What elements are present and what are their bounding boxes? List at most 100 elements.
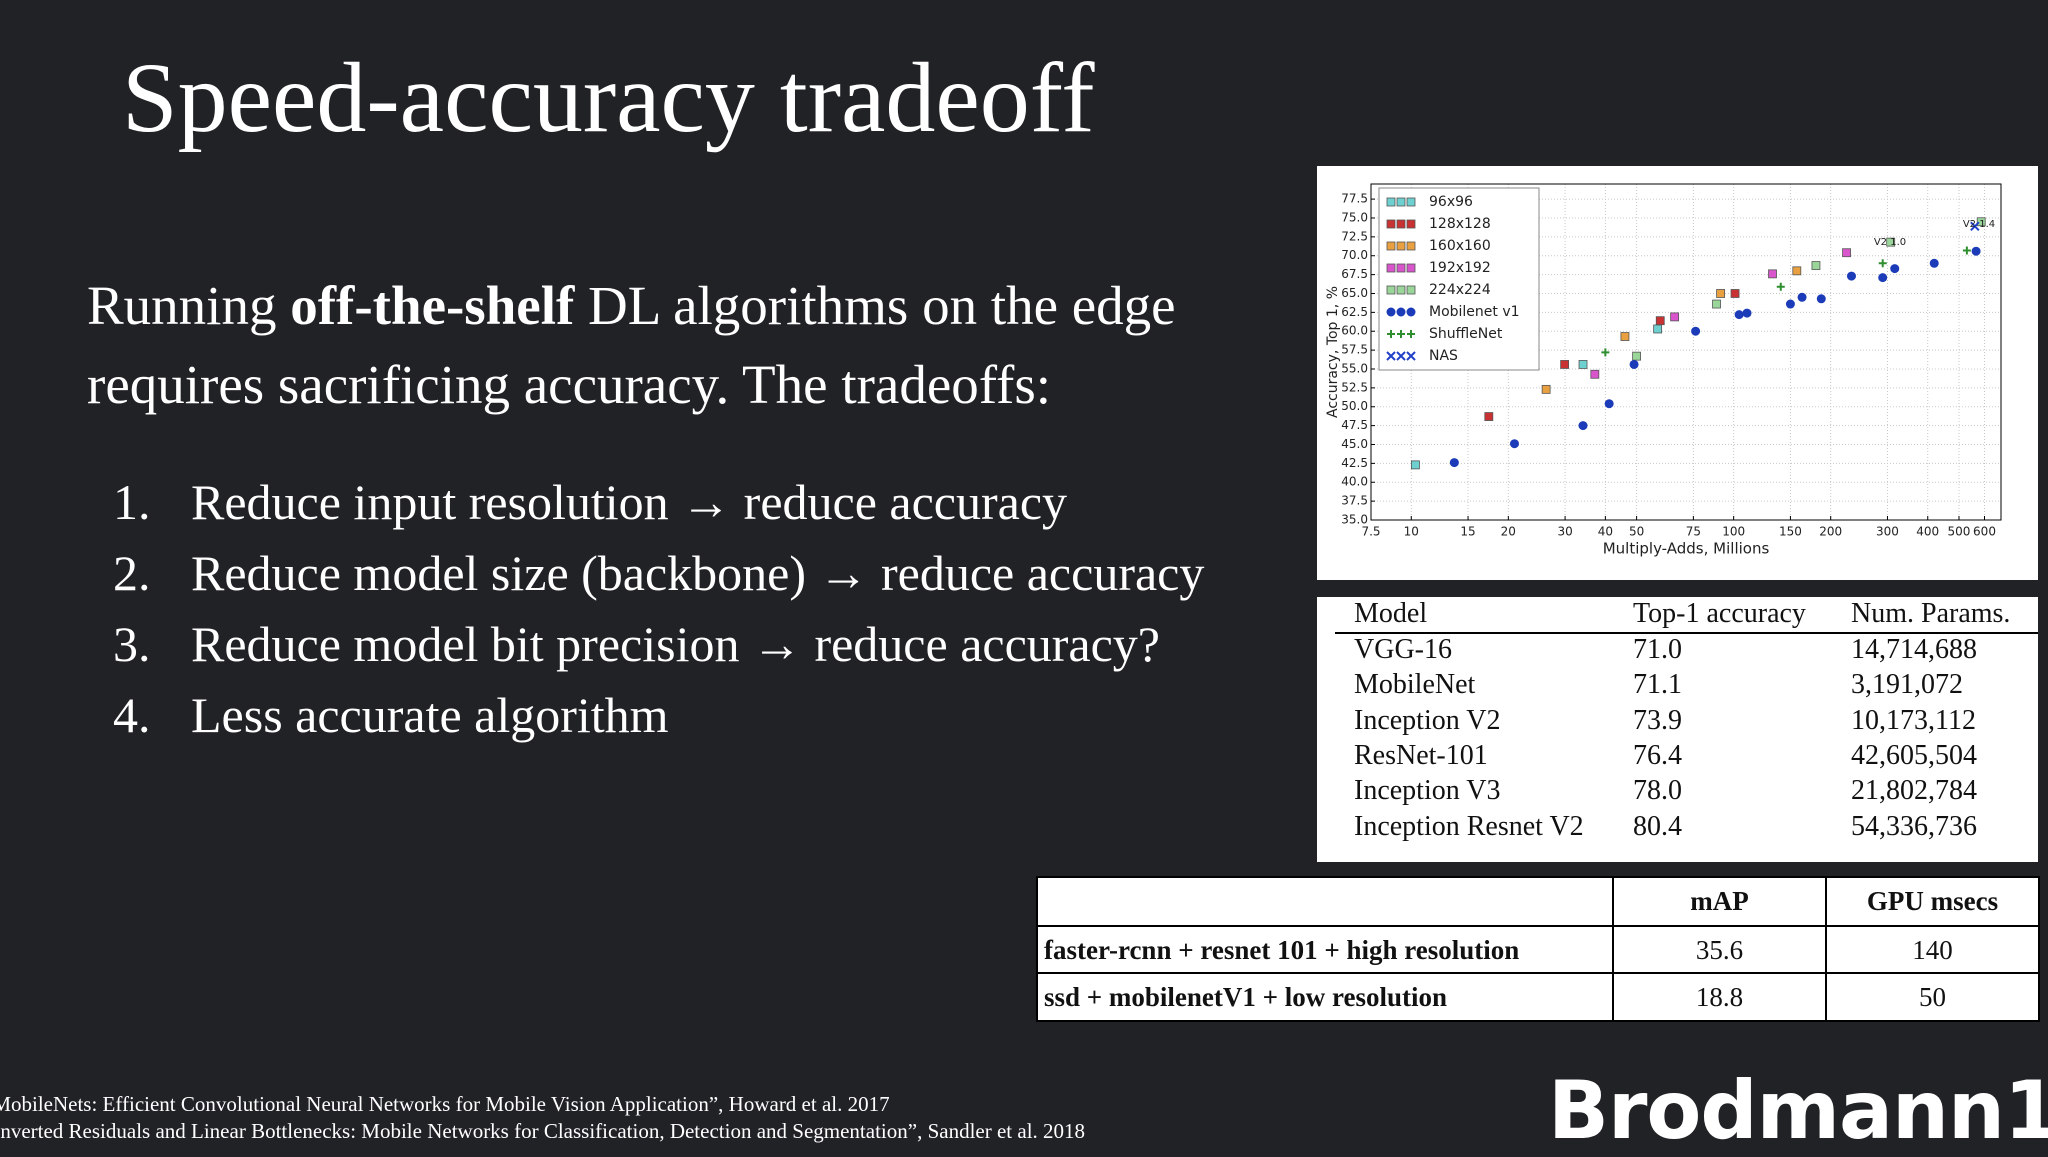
x-tick-label: 100 (1722, 525, 1745, 539)
intro-text-part: Running (87, 275, 291, 336)
y-tick-label: 50.0 (1341, 399, 1368, 413)
point (1620, 332, 1630, 341)
table-cell: 18.8 (1612, 972, 1827, 1022)
x-tick-label: 15 (1460, 525, 1475, 539)
point (1792, 266, 1802, 276)
table-cell: 140 (1825, 925, 2040, 974)
table-header: Model (1354, 598, 1428, 629)
point (1890, 264, 1900, 274)
point (1962, 246, 1971, 255)
list-item: Reduce model size (backbone) → reduce ac… (191, 545, 1205, 601)
chart-panel: 35.0 37.5 40.0 42.5 45.0 47.5 50.0 52.5 55.0 57.5… (1317, 166, 2038, 580)
legend-marker (1406, 219, 1416, 229)
list-item: Reduce model bit precision → reduce accu… (191, 616, 1160, 672)
legend-label: NAS (1429, 348, 1458, 364)
point (1768, 269, 1777, 279)
legend-marker (1396, 307, 1406, 317)
point (1484, 412, 1494, 421)
table-cell: 50 (1825, 972, 2040, 1022)
point (1970, 221, 1980, 231)
header-rule (1335, 632, 2038, 634)
y-tick-label: 62.5 (1341, 305, 1368, 319)
point (1742, 308, 1752, 318)
row-label: faster-rcnn + resnet 101 + high resoluti… (1036, 925, 1614, 974)
point (1629, 359, 1639, 369)
legend-marker (1386, 351, 1396, 361)
x-tick-label: 50 (1629, 525, 1644, 539)
point (1560, 360, 1570, 369)
table-corner (1036, 876, 1614, 927)
table-cell: 76.4 (1633, 739, 1682, 771)
table-cell: Inception Resnet V2 (1354, 810, 1584, 842)
legend-marker (1387, 330, 1395, 338)
table-cell: 42,605,504 (1851, 739, 1977, 771)
y-tick-label: 77.5 (1341, 192, 1368, 206)
table-cell: Inception V3 (1354, 775, 1501, 807)
y-tick-label: 52.5 (1341, 380, 1368, 394)
point (1971, 246, 1981, 256)
x-tick-label: 30 (1557, 525, 1572, 539)
point (1886, 237, 1896, 247)
list-item: Reduce input resolution → reduce accurac… (191, 474, 1068, 530)
point (1730, 289, 1740, 298)
point (1449, 458, 1459, 468)
point (1878, 273, 1888, 283)
point (1670, 312, 1680, 322)
legend-marker (1386, 219, 1396, 229)
legend-marker (1396, 263, 1406, 273)
row-label: ssd + mobilenetV1 + low resolution (1036, 972, 1614, 1022)
footnote: “Inverted Residuals and Linear Bottlenec… (0, 1119, 1086, 1143)
x-tick-label: 20 (1501, 525, 1516, 539)
x-tick-label: 75 (1686, 525, 1701, 539)
table-cell: 35.6 (1612, 925, 1827, 974)
x-axis-label: Multiply-Adds, Millions (1603, 540, 1770, 558)
x-tick-label: 200 (1819, 525, 1842, 539)
chart: 35.0 37.5 40.0 42.5 45.0 47.5 50.0 52.5 55.0 57.5… (1325, 183, 2002, 558)
table-cell: 71.1 (1633, 669, 1682, 701)
point (1604, 399, 1614, 409)
x-tick-label: 150 (1779, 525, 1802, 539)
x-tick-label: 40 (1598, 525, 1613, 539)
legend-label: ShuffleNet (1429, 326, 1503, 342)
legend-marker (1386, 285, 1396, 295)
y-tick-label: 35.0 (1341, 513, 1368, 527)
table-cell: 80.4 (1633, 810, 1682, 842)
legend-label: Mobilenet v1 (1429, 304, 1520, 320)
point (1691, 326, 1701, 336)
point (1655, 316, 1665, 326)
point (1590, 369, 1600, 379)
y-tick-label: 70.0 (1341, 248, 1368, 262)
legend-marker (1386, 241, 1396, 251)
y-axis-label: Accuracy, Top 1, % (1325, 286, 1341, 418)
legend-marker (1406, 197, 1416, 207)
legend-label: 96x96 (1429, 194, 1473, 210)
list-number: 3. (113, 616, 151, 672)
legend-marker (1396, 197, 1406, 207)
table-cell: 73.9 (1633, 704, 1682, 736)
table-cell: 71.0 (1633, 634, 1682, 665)
intro-text: Running off-the-shelf DL algorithms on t… (87, 266, 1257, 424)
point (1632, 351, 1642, 361)
point (1509, 439, 1519, 449)
point (1601, 348, 1610, 357)
legend-marker (1386, 197, 1396, 207)
logo: Brodmann17 (1548, 1064, 2048, 1157)
y-tick-label: 57.5 (1341, 343, 1368, 357)
y-tick-label: 72.5 (1341, 229, 1368, 243)
y-tick-label: 67.5 (1341, 267, 1368, 281)
point (1578, 360, 1588, 369)
list-number: 1. (113, 474, 151, 530)
legend-marker (1406, 285, 1416, 295)
legend-marker (1407, 330, 1415, 338)
point (1578, 421, 1588, 431)
point (1776, 282, 1785, 291)
table-cell: VGG-16 (1354, 634, 1452, 665)
x-tick-label: 10 (1404, 525, 1419, 539)
x-tick-label: 7.5 (1361, 525, 1380, 539)
legend-marker (1406, 263, 1416, 273)
y-tick-label: 75.0 (1341, 210, 1368, 224)
table-cell: MobileNet (1354, 669, 1476, 701)
legend-marker (1406, 241, 1416, 251)
y-tick-label: 42.5 (1341, 456, 1368, 470)
